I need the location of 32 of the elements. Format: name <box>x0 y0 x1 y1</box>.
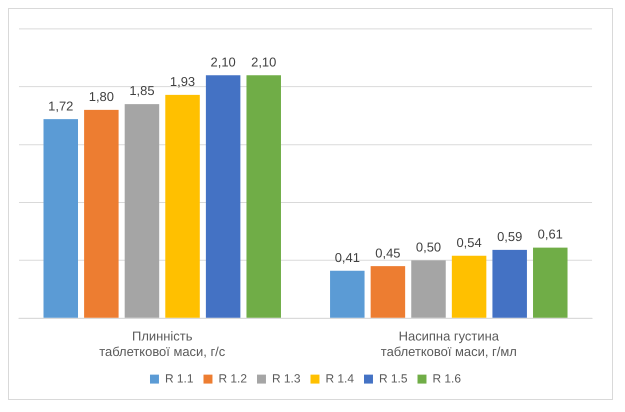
x-tick-label: Плинність таблеткової маси, г/с <box>99 328 226 359</box>
bar <box>492 250 527 318</box>
bar <box>246 75 281 318</box>
data-label: 2,10 <box>210 54 236 70</box>
data-label: 0,50 <box>416 239 442 254</box>
bar <box>124 104 160 318</box>
data-label: 2,10 <box>251 54 276 70</box>
data-label: 1,85 <box>129 83 155 98</box>
legend-label: R 1.1 <box>164 371 194 386</box>
data-label: 1,72 <box>48 98 74 114</box>
bar <box>452 256 486 318</box>
bar <box>533 248 568 318</box>
bar <box>330 270 365 318</box>
data-label: 1,80 <box>88 89 114 104</box>
data-label: 0,41 <box>334 250 360 265</box>
legend-label: R 1.6 <box>432 371 462 386</box>
bar <box>44 119 78 318</box>
legend-label: R 1.5 <box>378 371 408 386</box>
bar <box>411 260 446 318</box>
data-label: 0,59 <box>497 229 522 244</box>
data-label: 1,93 <box>170 74 196 89</box>
bar <box>370 266 406 318</box>
data-label: 0,61 <box>538 226 563 242</box>
bar <box>165 94 200 318</box>
bar <box>206 75 240 318</box>
legend-label: R 1.2 <box>218 371 248 386</box>
legend-label: R 1.4 <box>325 371 354 386</box>
legend-label: R 1.3 <box>272 371 301 386</box>
x-tick-label: Насипна густина таблеткової маси, г/мл <box>380 328 517 359</box>
data-label: 0,54 <box>456 234 482 250</box>
bar <box>84 110 119 318</box>
data-label: 0,45 <box>375 245 401 260</box>
